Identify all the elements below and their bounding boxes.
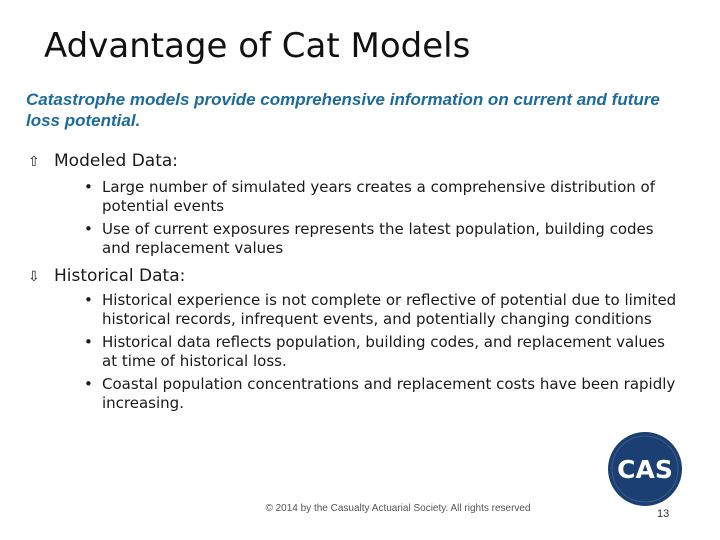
up-arrow-icon: ⇧ xyxy=(28,154,40,170)
bullet-icon: • xyxy=(84,291,93,309)
bullet-icon: • xyxy=(84,220,93,238)
slide-subtitle: Catastrophe models provide comprehensive… xyxy=(26,90,660,130)
modeled-data-bullets: • Large number of simulated years create… xyxy=(84,178,684,262)
logo-text: CAS xyxy=(617,455,673,484)
historical-data-bullets: • Historical experience is not complete … xyxy=(84,291,684,417)
bullet-icon: • xyxy=(84,178,93,196)
list-item: • Historical data reflects population, b… xyxy=(84,333,684,371)
list-item-text: Large number of simulated years creates … xyxy=(102,178,656,215)
page-number: 13 xyxy=(657,508,670,520)
list-item: • Large number of simulated years create… xyxy=(84,178,684,216)
section-heading-modeled-data: ⇧ Modeled Data: xyxy=(28,151,178,171)
slide-title: Advantage of Cat Models xyxy=(44,26,471,66)
list-item-text: Use of current exposures represents the … xyxy=(102,220,654,257)
list-item: • Coastal population concentrations and … xyxy=(84,375,684,413)
list-item-text: Historical data reflects population, bui… xyxy=(102,333,665,370)
bullet-icon: • xyxy=(84,375,93,393)
section-heading-label: Historical Data: xyxy=(54,266,186,286)
list-item-text: Coastal population concentrations and re… xyxy=(102,375,676,412)
logo-circle xyxy=(608,432,682,506)
list-item-text: Historical experience is not complete or… xyxy=(102,291,677,328)
list-item: • Use of current exposures represents th… xyxy=(84,220,684,258)
section-heading-historical-data: ⇩ Historical Data: xyxy=(28,266,185,286)
bullet-icon: • xyxy=(84,333,93,351)
list-item: • Historical experience is not complete … xyxy=(84,291,684,329)
down-arrow-icon: ⇩ xyxy=(28,269,40,285)
section-heading-label: Modeled Data: xyxy=(54,151,179,171)
cas-logo-icon: CAS xyxy=(608,432,682,506)
copyright-footer: © 2014 by the Casualty Actuarial Society… xyxy=(265,503,531,514)
